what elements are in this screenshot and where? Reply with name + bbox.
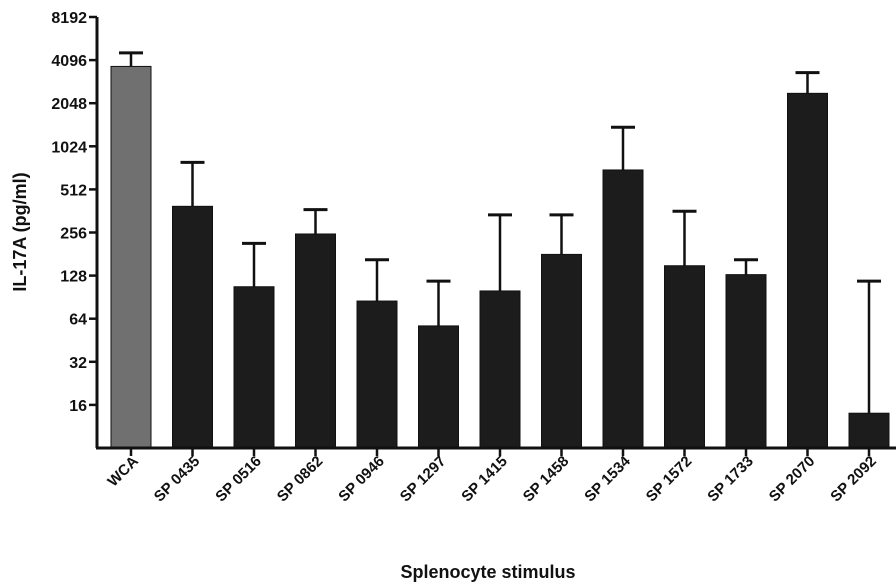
bars: [110, 51, 890, 449]
x-axis: WCA SP 0435 SP 0516 SP 0862 SP 0946 SP 1297 SP…: [96, 446, 896, 506]
y-axis-title: IL-17A (pg/ml): [10, 172, 30, 291]
y-tick-label: 64: [69, 312, 87, 329]
y-tick-label: 512: [60, 182, 87, 199]
bar: [233, 286, 275, 449]
x-tick-label: SP 1458: [520, 453, 573, 506]
x-tick-label: SP 0862: [274, 453, 327, 506]
x-tick-label: SP 1534: [581, 452, 634, 505]
bar: [664, 265, 705, 449]
y-tick-label: 2048: [51, 96, 87, 113]
y-tick-label: 256: [60, 226, 87, 243]
x-tick-label: SP 1733: [704, 453, 757, 506]
bar: [356, 300, 398, 449]
x-tick-label: SP 2070: [766, 453, 819, 506]
x-tick-label: SP 1572: [643, 453, 696, 506]
y-tick-label: 32: [69, 355, 87, 372]
x-tick-label: SP 1415: [458, 453, 511, 506]
bar: [848, 412, 890, 449]
bar: [172, 205, 213, 449]
x-tick-label: SP 2092: [827, 453, 880, 506]
y-tick-label: 4096: [51, 53, 87, 70]
y-tick-label: 128: [60, 269, 87, 286]
x-tick-label: SP 0516: [212, 453, 265, 506]
y-tick-label: 16: [69, 398, 87, 415]
x-axis-title: Splenocyte stimulus: [400, 562, 575, 582]
bar: [295, 233, 336, 449]
x-tick-label: SP 0435: [151, 453, 204, 506]
x-tick-label: WCA: [104, 453, 141, 490]
x-tick-label: SP 1297: [397, 453, 450, 506]
y-axis: 16 32 64 128 256 512 1024 2048 4096 8192: [51, 10, 99, 448]
bar: [418, 325, 459, 449]
y-tick-label: 8192: [51, 10, 87, 27]
bar: [541, 253, 582, 449]
bar: [725, 274, 767, 449]
y-tick-label: 1024: [51, 139, 87, 156]
bar: [110, 65, 152, 449]
bar: [479, 290, 521, 449]
bar: [602, 169, 644, 449]
x-tick-label: SP 0946: [335, 453, 388, 506]
bar: [787, 92, 828, 449]
